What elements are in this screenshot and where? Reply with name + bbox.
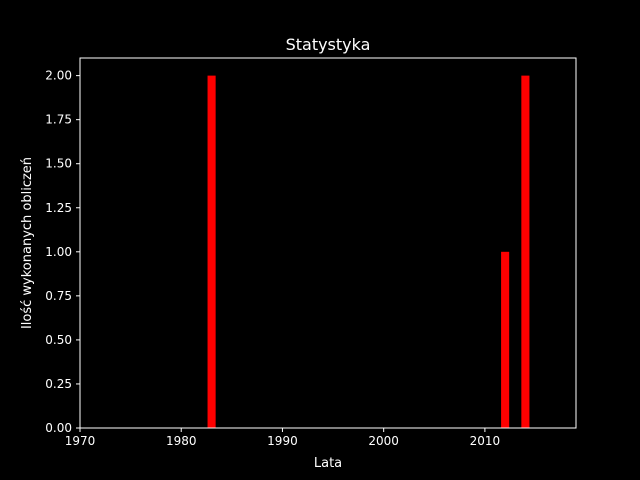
y-tick-label: 0.25 [45,377,72,391]
y-tick-label: 1.75 [45,113,72,127]
y-tick-label: 1.50 [45,157,72,171]
y-tick-label: 0.00 [45,421,72,435]
x-tick-label: 1990 [267,434,298,448]
y-tick-label: 0.50 [45,333,72,347]
y-tick-label: 0.75 [45,289,72,303]
x-tick-label: 1970 [65,434,96,448]
y-tick-label: 1.25 [45,201,72,215]
x-tick-label: 1980 [166,434,197,448]
y-axis-ticks: 0.00 0.25 0.50 0.75 1.00 1.25 1.50 1.75 2.00 [45,69,80,435]
bar-2012 [501,251,510,428]
y-tick-label: 1.00 [45,245,72,259]
chart-title: Statystyka [286,35,371,54]
x-tick-label: 2010 [470,434,501,448]
y-tick-label: 2.00 [45,69,72,83]
plot-frame [79,57,577,429]
x-tick-label: 2000 [368,434,399,448]
bar-2014 [521,75,530,428]
x-axis-label: Lata [314,456,342,471]
bars-group [207,75,530,428]
y-axis-label: Ilość wykonanych obliczeń [20,157,35,329]
x-axis-ticks: 1970 1980 1990 2000 2010 [65,428,500,448]
bar-1983 [207,75,216,428]
